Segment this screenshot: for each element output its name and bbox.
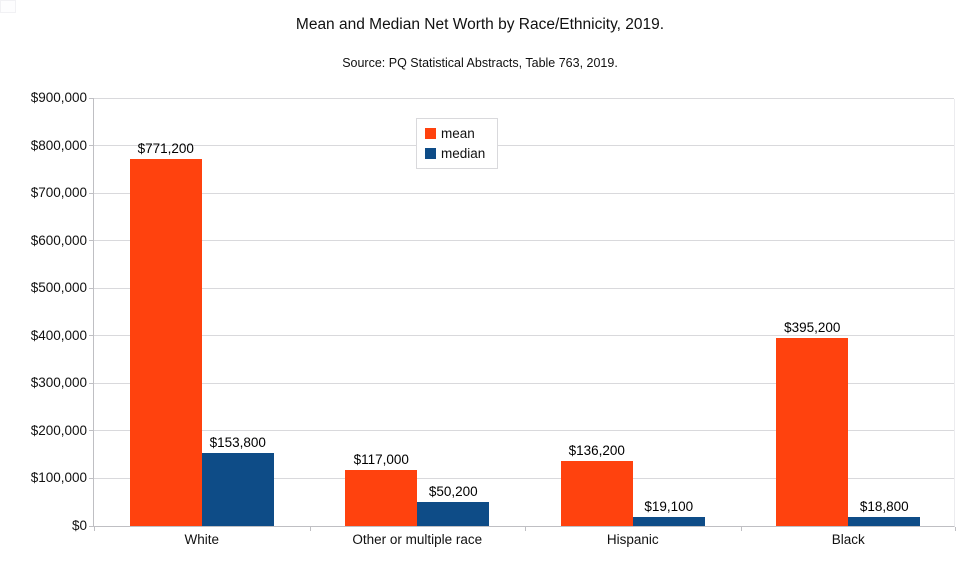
- median-swatch-icon: [425, 148, 436, 159]
- y-axis-tick-0: [89, 525, 94, 527]
- y-axis-tick-600000: [89, 240, 94, 242]
- y-axis-tick-700000: [89, 192, 94, 194]
- bar-value-label-median-black: $18,800: [859, 499, 909, 515]
- gridline-800000: [94, 145, 954, 147]
- y-axis-label: $600,000: [30, 232, 87, 248]
- bar-value-label-median-other-or-multiple-race: $50,200: [428, 484, 478, 500]
- y-axis-label: $400,000: [30, 327, 87, 343]
- y-axis-label: $300,000: [30, 375, 87, 391]
- bar-mean-white: [129, 159, 202, 526]
- y-axis-tick-900000: [89, 97, 94, 99]
- y-axis-tick-100000: [89, 477, 94, 479]
- gridline-900000: [94, 97, 954, 99]
- chart-subtitle: Source: PQ Statistical Abstracts, Table …: [342, 56, 618, 70]
- bar-value-label-median-hispanic: $19,100: [644, 498, 694, 514]
- x-axis-tick-3: [740, 527, 742, 531]
- x-axis-tick-2: [525, 527, 526, 531]
- y-axis-tick-300000: [89, 382, 94, 384]
- bar-value-label-mean-black: $395,200: [784, 320, 841, 336]
- y-axis-label: $200,000: [30, 422, 87, 438]
- y-axis-tick-500000: [89, 287, 94, 289]
- y-axis-label: $900,000: [30, 90, 87, 105]
- bar-mean-hispanic: [560, 461, 633, 526]
- bar-value-label-mean-white: $771,200: [137, 141, 194, 157]
- gridline-500000: [94, 287, 954, 289]
- y-axis-label: $100,000: [30, 470, 87, 486]
- y-axis-label: $700,000: [30, 185, 87, 201]
- y-axis-tick-200000: [89, 430, 94, 432]
- chart-title: Mean and Median Net Worth by Race/Ethnic…: [295, 16, 665, 33]
- gridline-200000: [94, 430, 954, 432]
- bar-median-black: [848, 517, 921, 526]
- x-axis-label-1: Other or multiple race: [352, 532, 483, 547]
- x-axis-tick-0: [94, 527, 95, 531]
- x-axis-tick-1: [309, 527, 311, 531]
- legend-item-mean: mean: [425, 126, 485, 141]
- y-axis-label: $0: [71, 518, 87, 533]
- gridline-100000: [94, 477, 954, 479]
- gridline-600000: [94, 240, 954, 242]
- y-axis-tick-400000: [89, 335, 94, 337]
- legend-label-median: median: [441, 146, 486, 161]
- corner-artifact: [0, 0, 16, 13]
- plot-area: mean median $0 $100,000 $200,000 $300,000 $4…: [31, 90, 956, 547]
- bar-mean-black: [776, 338, 849, 526]
- y-axis-tick-800000: [89, 145, 94, 147]
- bar-median-hispanic: [632, 516, 705, 526]
- y-axis-label: $800,000: [30, 137, 87, 153]
- y-axis-label: $500,000: [30, 280, 87, 296]
- legend-item-median: median: [425, 146, 485, 161]
- x-axis-label-2: Hispanic: [606, 532, 659, 547]
- gridline-700000: [94, 192, 954, 194]
- bar-median-other-or-multiple-race: [417, 502, 490, 526]
- bar-value-label-mean-hispanic: $136,200: [568, 443, 625, 459]
- bar-value-label-median-white: $153,800: [209, 434, 266, 450]
- x-axis-tick-4: [955, 527, 956, 531]
- x-axis-label-3: Black: [831, 532, 865, 547]
- x-axis-label-0: White: [184, 532, 220, 547]
- legend: mean median: [416, 118, 499, 169]
- bar-mean-other-or-multiple-race: [345, 470, 418, 526]
- bar-value-label-mean-other-or-multiple-race: $117,000: [353, 452, 409, 468]
- legend-label-mean: mean: [441, 126, 475, 141]
- bar-median-white: [201, 452, 274, 526]
- gridline-300000: [94, 382, 954, 384]
- gridline-400000: [94, 335, 954, 337]
- mean-swatch-icon: [425, 128, 436, 139]
